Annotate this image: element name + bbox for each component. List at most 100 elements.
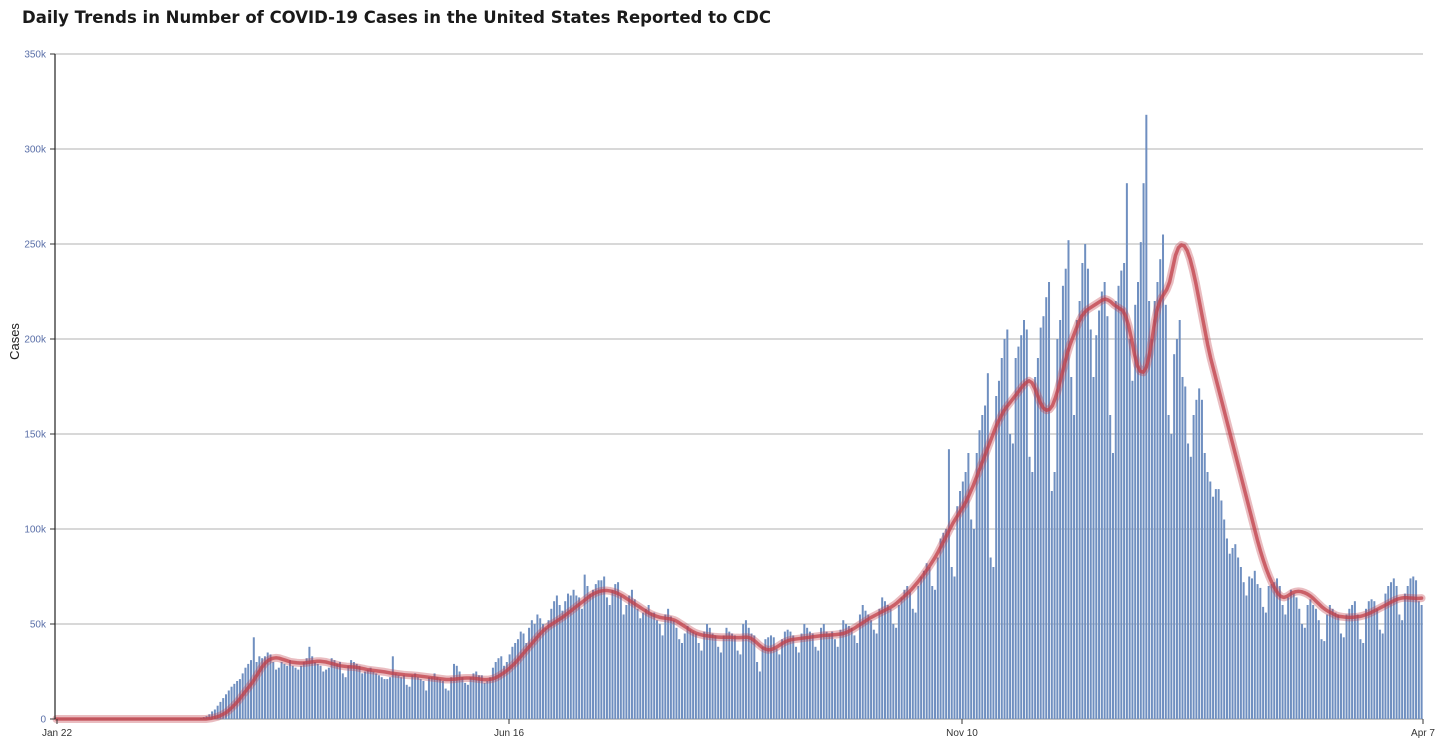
- bar: [675, 627, 678, 719]
- bar: [1011, 443, 1014, 719]
- bar: [1278, 586, 1281, 719]
- bar: [258, 656, 261, 719]
- bar: [1301, 624, 1304, 719]
- bar: [689, 629, 692, 719]
- bar: [781, 639, 784, 719]
- bar: [358, 665, 361, 719]
- y-tick-label: 250k: [24, 240, 47, 251]
- bar: [1415, 580, 1418, 719]
- bar: [1164, 304, 1167, 719]
- x-tick-label: Jan 22: [42, 728, 72, 739]
- bar: [386, 679, 389, 719]
- bar: [208, 714, 211, 719]
- bar: [750, 633, 753, 719]
- bar: [458, 671, 461, 719]
- bar: [650, 612, 653, 719]
- bar: [756, 662, 759, 719]
- bar: [519, 631, 522, 719]
- bar: [886, 605, 889, 719]
- bar: [405, 684, 408, 719]
- bar: [833, 639, 836, 719]
- bar: [1034, 377, 1037, 719]
- bar: [936, 557, 939, 719]
- y-tick-label: 300k: [24, 145, 47, 156]
- bar: [850, 627, 853, 719]
- bar: [742, 624, 745, 719]
- bar: [1323, 641, 1326, 719]
- bar: [825, 631, 828, 719]
- bar: [883, 601, 886, 719]
- bar: [767, 637, 770, 719]
- bar: [1084, 244, 1087, 719]
- bar: [494, 662, 497, 719]
- bar: [283, 663, 286, 719]
- bar: [864, 610, 867, 719]
- bar: [1306, 605, 1309, 719]
- bar: [491, 667, 494, 719]
- bar: [1209, 481, 1212, 719]
- bar: [1342, 637, 1345, 719]
- bar: [603, 576, 606, 719]
- bar: [486, 681, 489, 719]
- bar: [1128, 339, 1131, 719]
- bar: [447, 690, 450, 719]
- bar: [617, 582, 620, 719]
- bar: [1214, 489, 1217, 719]
- bar: [536, 614, 539, 719]
- bar: [992, 567, 995, 719]
- bar: [1362, 643, 1365, 719]
- bar: [275, 669, 278, 719]
- bar: [697, 643, 700, 719]
- bar: [831, 631, 834, 719]
- bar: [1251, 578, 1253, 719]
- bar: [311, 656, 314, 719]
- bar: [1009, 434, 1012, 719]
- x-tick-label: Apr 7: [1411, 728, 1435, 739]
- bar: [967, 453, 970, 719]
- bar: [330, 658, 333, 719]
- bar: [263, 656, 266, 719]
- bar: [277, 667, 280, 719]
- bar: [900, 597, 903, 719]
- moving-average-line: [54, 243, 1424, 721]
- bar: [1245, 595, 1248, 719]
- bar: [867, 614, 870, 719]
- bar: [934, 589, 937, 719]
- bar: [250, 660, 253, 719]
- bar: [1106, 316, 1109, 719]
- bar: [1162, 234, 1165, 719]
- bar: [1064, 268, 1067, 719]
- bar: [711, 633, 714, 719]
- bar: [297, 669, 300, 719]
- bar: [914, 612, 917, 719]
- bar: [572, 589, 575, 719]
- bar: [800, 633, 803, 719]
- bar: [1020, 335, 1023, 719]
- bar: [1036, 358, 1039, 719]
- bar: [1253, 570, 1256, 719]
- bar: [1195, 399, 1198, 719]
- bar: [489, 677, 492, 719]
- bar: [594, 584, 597, 719]
- bar: [619, 595, 622, 719]
- bar: [942, 532, 945, 719]
- bar: [1320, 639, 1323, 719]
- bar: [1390, 582, 1393, 719]
- bar: [391, 656, 394, 719]
- bar: [811, 633, 814, 719]
- bar: [719, 652, 722, 719]
- bar: [797, 652, 800, 719]
- bar: [497, 658, 500, 719]
- bar: [1017, 346, 1020, 719]
- bar: [1326, 614, 1329, 719]
- bar: [372, 671, 375, 719]
- bar: [778, 654, 781, 719]
- bar: [233, 683, 236, 719]
- bar: [350, 660, 353, 719]
- bar: [213, 709, 216, 719]
- bar: [466, 684, 469, 719]
- bar: [1039, 327, 1042, 719]
- bar: [567, 593, 569, 719]
- bar: [1292, 593, 1295, 719]
- y-tick-label: 150k: [24, 430, 47, 441]
